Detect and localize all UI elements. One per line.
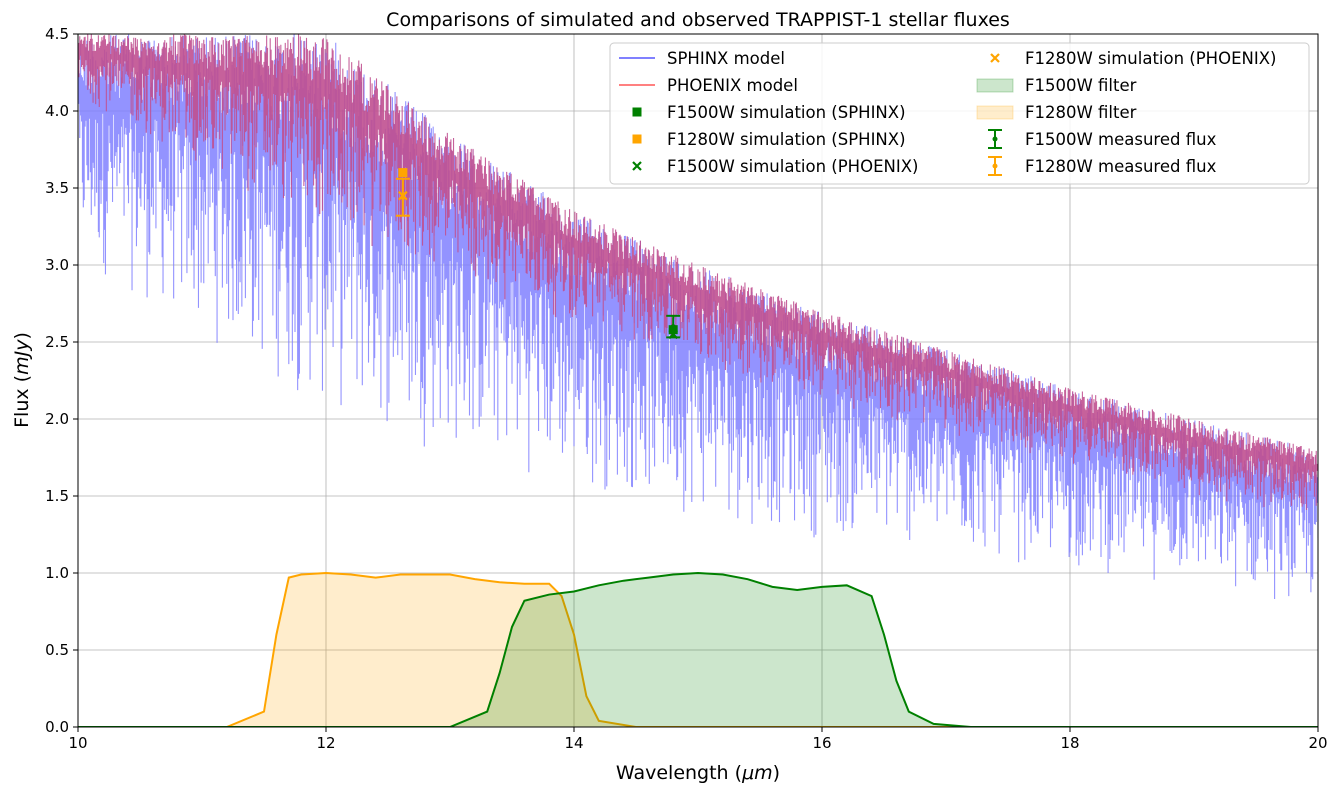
legend-label: F1280W simulation (SPHINX)	[667, 130, 906, 149]
x-tick-label: 14	[564, 734, 583, 752]
x-tick-label: 16	[812, 734, 831, 752]
legend-label: F1500W measured flux	[1025, 130, 1217, 149]
legend-item: F1500W simulation (PHOENIX)	[632, 157, 918, 176]
legend-item: F1280W simulation (SPHINX)	[632, 130, 906, 149]
y-tick-label: 4.0	[45, 102, 69, 120]
legend-label: F1280W simulation (PHOENIX)	[1025, 49, 1276, 68]
legend-label: F1500W filter	[1025, 76, 1137, 95]
errorbar-point	[992, 136, 998, 142]
legend-item: PHOENIX model	[619, 76, 798, 95]
legend-item: SPHINX model	[619, 49, 785, 68]
legend-handle	[988, 156, 1002, 176]
legend-handle	[976, 78, 1014, 93]
x-axis-label: Wavelength (μm)	[616, 762, 780, 784]
f1280w-filter-fill	[226, 573, 637, 727]
legend-label: F1280W measured flux	[1025, 157, 1217, 176]
x-axis-ticks: 10 12 14 16 18 20	[68, 727, 1328, 752]
f1500w-simulation-phoenix	[668, 329, 678, 340]
y-tick-label: 2.0	[45, 410, 69, 428]
phoenix-spectrum	[78, 34, 1318, 510]
f1280w-simulation-sphinx	[398, 168, 408, 178]
legend-label: F1500W simulation (PHOENIX)	[667, 157, 918, 176]
x-tick-label: 10	[68, 734, 87, 752]
legend-handle	[976, 105, 1014, 120]
legend-item: F1500W filter	[976, 76, 1137, 95]
legend-label: SPHINX model	[667, 49, 785, 68]
f1280w-filter-curve	[78, 571, 1318, 727]
y-tick-label: 3.5	[45, 179, 69, 197]
filters	[78, 571, 1318, 727]
legend-item: F1500W simulation (SPHINX)	[632, 103, 906, 122]
legend-label: PHOENIX model	[667, 76, 798, 95]
legend-item: F1280W filter	[976, 103, 1137, 122]
legend-label: F1500W simulation (SPHINX)	[667, 103, 906, 122]
spectra	[78, 34, 1318, 599]
x-tick-label: 12	[316, 734, 335, 752]
y-tick-label: 0.5	[45, 641, 69, 659]
y-tick-label: 3.0	[45, 256, 69, 274]
f1500w-simulation-sphinx	[668, 325, 678, 335]
legend-item: F1280W simulation (PHOENIX)	[990, 49, 1276, 68]
plot-frame	[77, 33, 1319, 728]
y-axis-ticks: 0.0 0.5 1.0 1.5 2.0 2.5 3.0 3.5 4.0 4.5	[45, 25, 78, 736]
f1500w-filter-fill	[450, 573, 971, 727]
legend-box	[609, 42, 1310, 185]
legend-item: F1500W measured flux	[988, 129, 1217, 149]
errorbar-point	[992, 163, 998, 169]
f1280w-simulation-phoenix	[398, 190, 408, 201]
y-tick-label: 0.0	[45, 718, 69, 736]
y-axis-label: Flux (mJy)	[11, 332, 33, 428]
flux-points	[395, 168, 681, 340]
legend-handle	[632, 107, 642, 117]
y-tick-label: 4.5	[45, 25, 69, 43]
legend-handle	[632, 161, 642, 171]
chart-title: Comparisons of simulated and observed TR…	[386, 9, 1010, 31]
x-tick-label: 18	[1060, 734, 1079, 752]
legend-label: F1280W filter	[1025, 103, 1137, 122]
legend-handle	[632, 134, 642, 144]
legend-item: F1280W measured flux	[988, 156, 1217, 176]
y-tick-label: 1.5	[45, 487, 69, 505]
f1500w-filter-curve	[78, 571, 1318, 727]
legend-handle	[990, 53, 1000, 63]
legend-handle	[988, 129, 1002, 149]
y-tick-label: 2.5	[45, 333, 69, 351]
x-tick-label: 20	[1308, 734, 1327, 752]
legend: SPHINX model PHOENIX model F1500W simulati…	[609, 42, 1310, 185]
y-tick-label: 1.0	[45, 564, 69, 582]
